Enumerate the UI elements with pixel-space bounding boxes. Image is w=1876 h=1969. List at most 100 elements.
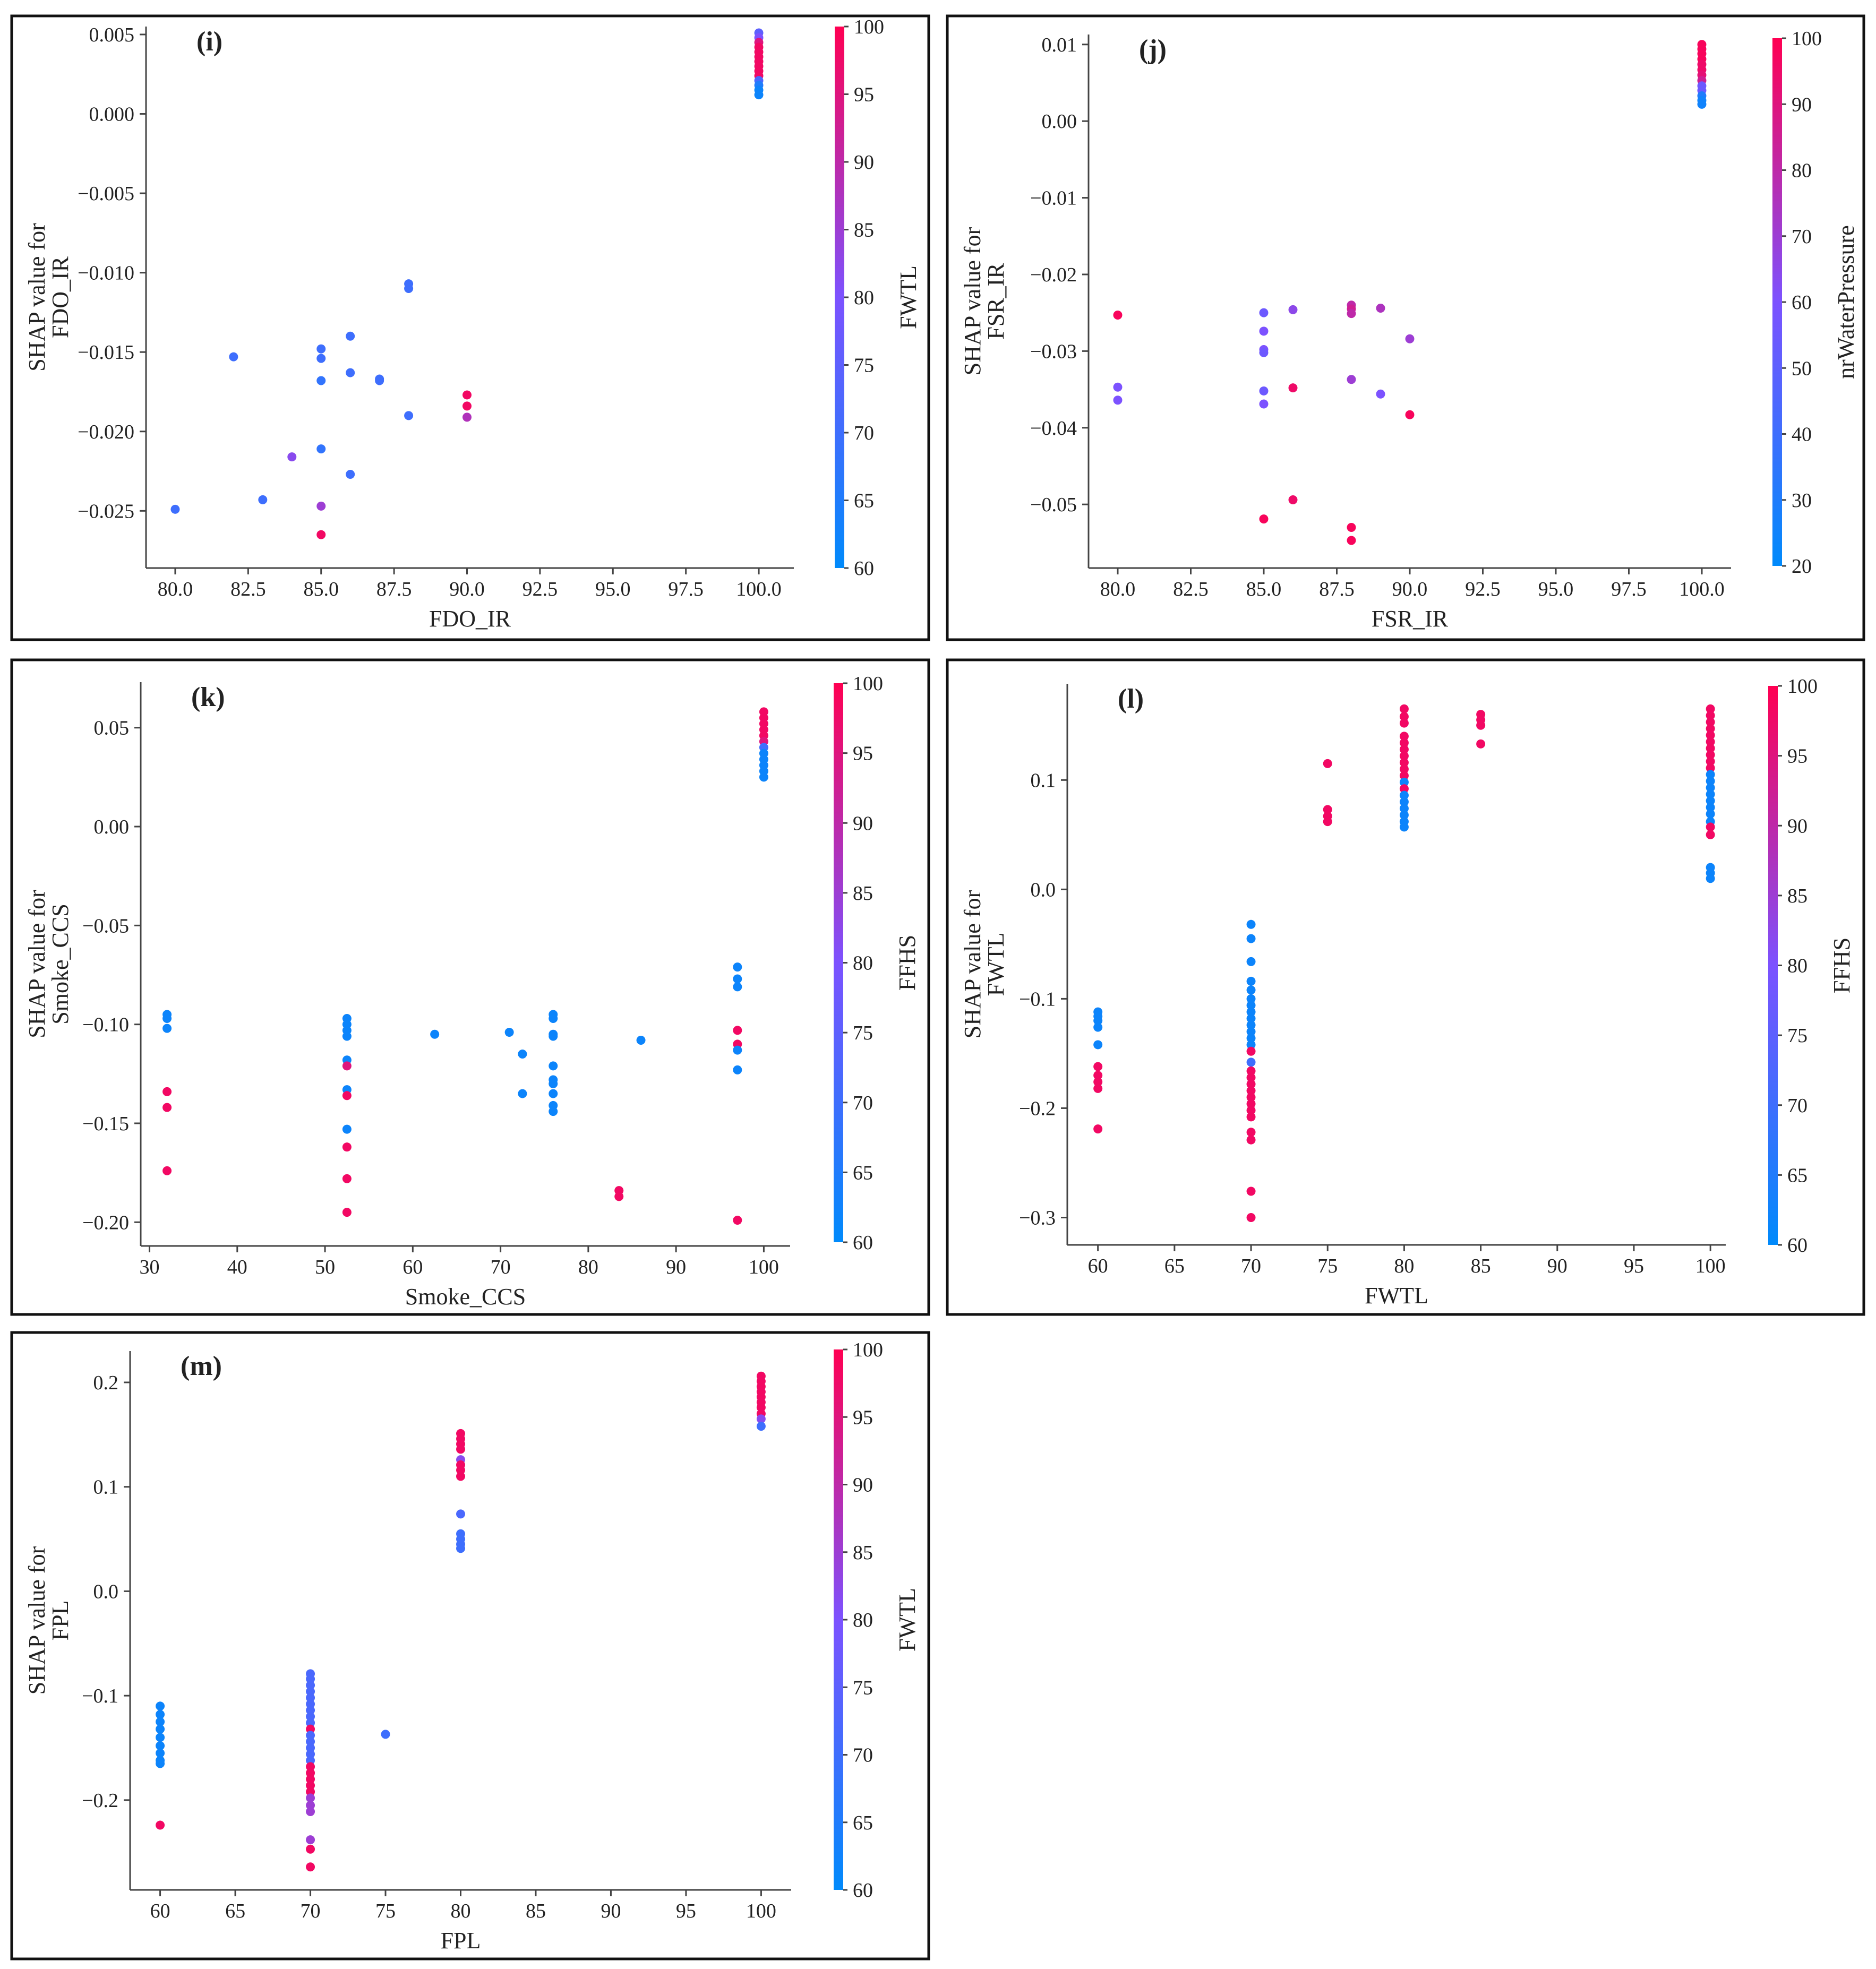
scatter-point (1246, 1213, 1256, 1222)
x-tick-label: 80 (578, 1256, 598, 1278)
scatter-point (1246, 1186, 1256, 1196)
scatter-point (1706, 803, 1715, 812)
x-tick-label: 95.0 (1538, 578, 1574, 600)
scatter-point (306, 1737, 315, 1747)
scatter-point (1706, 763, 1715, 773)
scatter-point (733, 1216, 742, 1225)
scatter-point (1399, 810, 1409, 820)
scatter-point (1399, 804, 1409, 813)
colorbar-tick-label: 95 (1787, 745, 1808, 768)
y-tick-label: −0.2 (82, 1790, 118, 1812)
panel-frame (946, 14, 1865, 641)
y-tick-label: −0.03 (1030, 340, 1077, 363)
scatter-point (1259, 326, 1269, 336)
scatter-point (342, 1061, 352, 1071)
scatter-point (381, 1730, 390, 1739)
scatter-point (518, 1089, 527, 1098)
scatter-point (1246, 1007, 1256, 1017)
scatter-point (156, 1820, 165, 1830)
x-tick-label: 90 (1547, 1255, 1567, 1277)
x-tick-label: 60 (1088, 1255, 1108, 1277)
y-tick-label: −0.05 (82, 915, 129, 937)
scatter-point (1706, 717, 1715, 727)
colorbar-tick-label: 100 (854, 16, 884, 38)
colorbar (1768, 686, 1778, 1245)
scatter-point (1399, 732, 1409, 741)
scatter-point (1405, 410, 1415, 419)
x-tick-label: 100.0 (736, 578, 782, 600)
scatter-point (549, 1079, 558, 1088)
scatter-point (1706, 783, 1715, 793)
scatter-point (229, 352, 238, 362)
scatter-point (1246, 1079, 1256, 1089)
y-tick-label: −0.025 (78, 500, 134, 522)
y-axis-title-line: FWTL (983, 933, 1009, 996)
scatter-point (1706, 830, 1715, 839)
colorbar-tick-label: 65 (854, 490, 874, 512)
colorbar-tick-label: 85 (1787, 885, 1808, 907)
y-tick-label: −0.015 (78, 341, 134, 364)
scatter-point (549, 1031, 558, 1041)
scatter-point (1399, 771, 1409, 780)
scatter-point (1259, 399, 1269, 409)
scatter-point (306, 1768, 315, 1778)
x-axis-title: Smoke_CCS (405, 1284, 526, 1310)
scatter-point (1246, 1112, 1256, 1122)
scatter-point (1288, 495, 1298, 504)
scatter-point (1399, 718, 1409, 728)
scatter-point (1323, 805, 1332, 814)
scatter-point (456, 1465, 465, 1475)
colorbar (1772, 38, 1782, 566)
scatter-point (549, 1107, 558, 1116)
y-tick-label: 0.005 (89, 24, 135, 46)
y-tick-label: 0.1 (93, 1476, 119, 1499)
scatter-point (342, 1031, 352, 1041)
x-tick-label: 80.0 (1100, 578, 1136, 600)
x-tick-label: 85.0 (303, 578, 339, 600)
scatter-point (1706, 756, 1715, 766)
scatter-point (733, 974, 742, 984)
y-tick-label: −0.010 (78, 262, 134, 285)
colorbar-tick-label: 75 (854, 355, 874, 377)
scatter-point (1259, 386, 1269, 395)
scatter-point (156, 1759, 165, 1768)
panel-frame (946, 658, 1865, 1316)
x-tick-label: 70 (1241, 1255, 1261, 1277)
y-axis-title-line: SHAP value for (24, 223, 50, 372)
colorbar-title: FWTL (895, 265, 921, 329)
scatter-point (1246, 919, 1256, 929)
scatter-point (1706, 770, 1715, 779)
scatter-point (1093, 1062, 1103, 1071)
scatter-point (306, 1724, 315, 1734)
y-tick-label: −0.2 (1019, 1097, 1056, 1120)
colorbar-tick-label: 70 (1787, 1095, 1808, 1117)
y-tick-label: 0.000 (89, 104, 135, 126)
scatter-point (1113, 395, 1123, 405)
panel-frame (10, 1331, 930, 1961)
colorbar-tick-label: 20 (1792, 555, 1812, 578)
scatter-point (1706, 730, 1715, 740)
scatter-point (156, 1717, 165, 1726)
panel-tag: (l) (1118, 684, 1144, 714)
scatter-point (156, 1741, 165, 1751)
scatter-point (1399, 790, 1409, 800)
scatter-point (1323, 759, 1332, 768)
y-tick-label: 0.0 (1031, 879, 1056, 901)
colorbar-tick-label: 65 (1787, 1164, 1808, 1186)
scatter-point (306, 1731, 315, 1740)
panel-k: 30 40 50 60 70 80 90 100 0.05 0.00 −0.05 −0.10 −0.15… (10, 658, 930, 1316)
scatter-point (306, 1706, 315, 1715)
colorbar-tick-label: 95 (853, 1406, 873, 1429)
y-axis-title-line: SHAP value for (960, 227, 986, 375)
y-axis-title-line: SHAP value for (24, 890, 50, 1038)
x-tick-label: 95 (676, 1900, 696, 1922)
scatter-point (162, 1166, 172, 1175)
colorbar-tick-label: 75 (853, 1676, 873, 1699)
scatter-point (759, 772, 768, 782)
colorbar-tick-label: 60 (853, 1232, 873, 1254)
x-tick-label: 60 (402, 1256, 423, 1278)
scatter-point (1399, 797, 1409, 807)
x-tick-label: 87.5 (1319, 578, 1355, 600)
y-tick-label: 0.1 (1031, 769, 1056, 792)
scatter-point (549, 1013, 558, 1023)
